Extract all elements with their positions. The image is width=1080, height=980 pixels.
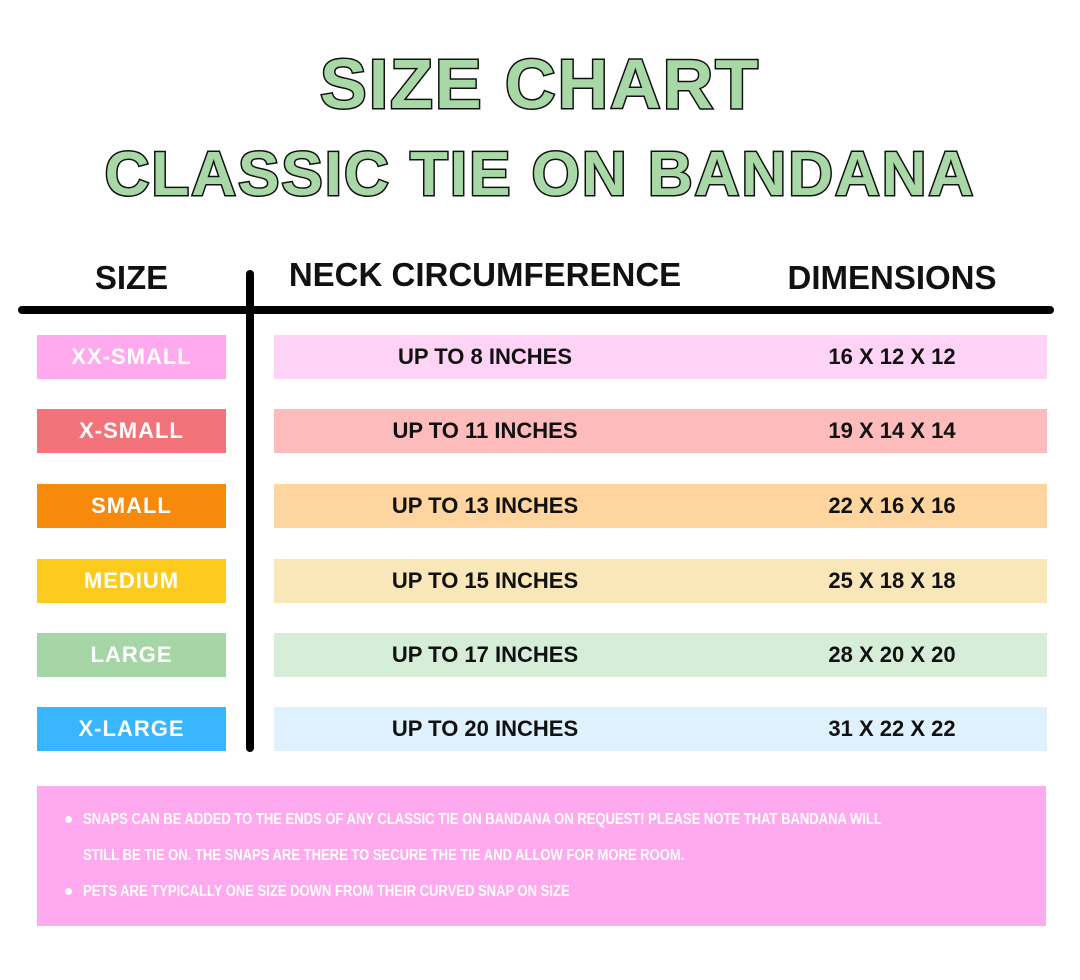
chart-subtitle: CLASSIC TIE ON BANDANA bbox=[103, 139, 976, 211]
column-divider bbox=[246, 270, 254, 752]
size-row: UP TO 8 INCHES 16 X 12 X 12 bbox=[274, 335, 1047, 379]
size-label: X-SMALL bbox=[37, 409, 226, 453]
header-dimensions: DIMENSIONS bbox=[787, 259, 997, 296]
size-row: UP TO 20 INCHES 31 X 22 X 22 bbox=[274, 707, 1047, 751]
header-size: SIZE bbox=[94, 259, 169, 296]
dimensions: 22 X 16 X 16 bbox=[828, 493, 956, 518]
note-1-line-2: STILL BE TIE ON. THE SNAPS ARE THERE TO … bbox=[83, 847, 685, 864]
dimensions: 28 X 20 X 20 bbox=[828, 642, 956, 667]
neck-circumference: UP TO 15 INCHES bbox=[391, 568, 579, 593]
neck-circumference: UP TO 13 INCHES bbox=[391, 493, 579, 518]
note-1-line-1: SNAPS CAN BE ADDED TO THE ENDS OF ANY CL… bbox=[83, 811, 882, 828]
bullet-icon bbox=[65, 816, 72, 823]
bullet-icon bbox=[65, 888, 72, 895]
neck-circumference: UP TO 20 INCHES bbox=[391, 716, 579, 741]
size-label: LARGE bbox=[37, 633, 226, 677]
size-label: X-LARGE bbox=[37, 707, 226, 751]
neck-circumference: UP TO 11 INCHES bbox=[392, 418, 578, 443]
dimensions: 16 X 12 X 12 bbox=[828, 344, 956, 369]
size-row: UP TO 11 INCHES 19 X 14 X 14 bbox=[274, 409, 1047, 453]
neck-circumference: UP TO 8 INCHES bbox=[397, 344, 572, 369]
dimensions: 31 X 22 X 22 bbox=[828, 716, 956, 741]
header-neck: NECK CIRCUMFERENCE bbox=[288, 256, 682, 293]
notes-box: SNAPS CAN BE ADDED TO THE ENDS OF ANY CL… bbox=[37, 786, 1046, 926]
neck-circumference: UP TO 17 INCHES bbox=[391, 642, 579, 667]
size-label: MEDIUM bbox=[37, 559, 226, 603]
size-row: UP TO 13 INCHES 22 X 16 X 16 bbox=[274, 484, 1047, 528]
chart-title: SIZE CHART bbox=[319, 44, 760, 125]
dimensions: 19 X 14 X 14 bbox=[828, 418, 956, 443]
size-label: XX-SMALL bbox=[37, 335, 226, 379]
size-label: SMALL bbox=[37, 484, 226, 528]
header-divider bbox=[18, 306, 1054, 314]
note-2: PETS ARE TYPICALLY ONE SIZE DOWN FROM TH… bbox=[83, 883, 570, 900]
size-row: UP TO 17 INCHES 28 X 20 X 20 bbox=[274, 633, 1047, 677]
size-row: UP TO 15 INCHES 25 X 18 X 18 bbox=[274, 559, 1047, 603]
dimensions: 25 X 18 X 18 bbox=[828, 568, 956, 593]
